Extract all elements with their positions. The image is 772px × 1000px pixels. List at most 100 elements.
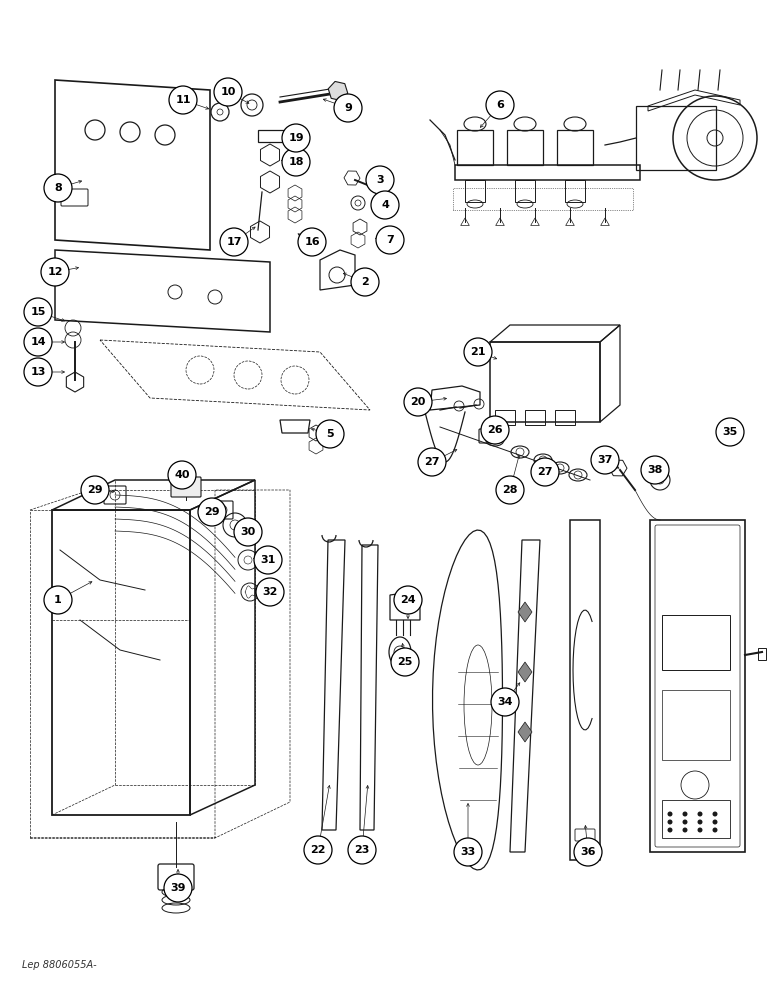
Text: 1: 1	[54, 595, 62, 605]
Circle shape	[298, 228, 326, 256]
Circle shape	[44, 174, 72, 202]
Text: 3: 3	[376, 175, 384, 185]
Circle shape	[454, 838, 482, 866]
Circle shape	[24, 298, 52, 326]
Circle shape	[697, 812, 703, 816]
Circle shape	[44, 586, 72, 614]
Circle shape	[316, 420, 344, 448]
Text: 13: 13	[30, 367, 46, 377]
Circle shape	[481, 416, 509, 444]
Circle shape	[713, 820, 717, 824]
Text: 32: 32	[262, 587, 278, 597]
Circle shape	[591, 446, 619, 474]
Text: 33: 33	[460, 847, 476, 857]
Circle shape	[214, 78, 242, 106]
Text: 23: 23	[354, 845, 370, 855]
Circle shape	[304, 836, 332, 864]
Text: 9: 9	[344, 103, 352, 113]
Circle shape	[164, 874, 192, 902]
Circle shape	[713, 828, 717, 832]
Circle shape	[682, 812, 688, 816]
Text: 38: 38	[647, 465, 662, 475]
Circle shape	[574, 838, 602, 866]
FancyBboxPatch shape	[171, 477, 201, 497]
Circle shape	[391, 648, 419, 676]
Text: 26: 26	[487, 425, 503, 435]
Text: 39: 39	[171, 883, 186, 893]
Circle shape	[418, 448, 446, 476]
Text: 12: 12	[47, 267, 63, 277]
Text: 6: 6	[496, 100, 504, 110]
Text: 29: 29	[87, 485, 103, 495]
Circle shape	[464, 338, 492, 366]
Polygon shape	[518, 722, 532, 742]
Text: 36: 36	[581, 847, 596, 857]
Circle shape	[254, 546, 282, 574]
Circle shape	[376, 226, 404, 254]
Circle shape	[334, 94, 362, 122]
Circle shape	[169, 86, 197, 114]
Text: 40: 40	[174, 470, 190, 480]
Text: 20: 20	[410, 397, 425, 407]
Text: 37: 37	[598, 455, 613, 465]
Circle shape	[404, 388, 432, 416]
Circle shape	[41, 258, 69, 286]
Circle shape	[282, 148, 310, 176]
Text: 11: 11	[175, 95, 191, 105]
Text: 5: 5	[327, 429, 334, 439]
Circle shape	[168, 461, 196, 489]
Circle shape	[716, 418, 744, 446]
Text: 21: 21	[470, 347, 486, 357]
Circle shape	[697, 820, 703, 824]
Circle shape	[256, 578, 284, 606]
Text: 4: 4	[381, 200, 389, 210]
Circle shape	[348, 836, 376, 864]
Text: 18: 18	[288, 157, 303, 167]
Circle shape	[668, 828, 672, 832]
Circle shape	[371, 191, 399, 219]
Text: 35: 35	[723, 427, 737, 437]
Text: 8: 8	[54, 183, 62, 193]
Circle shape	[491, 688, 519, 716]
Circle shape	[24, 328, 52, 356]
Circle shape	[713, 812, 717, 816]
Text: 17: 17	[226, 237, 242, 247]
Circle shape	[697, 828, 703, 832]
Circle shape	[220, 228, 248, 256]
Circle shape	[668, 812, 672, 816]
Text: 7: 7	[386, 235, 394, 245]
Circle shape	[282, 124, 310, 152]
Polygon shape	[518, 662, 532, 682]
Circle shape	[234, 518, 262, 546]
Polygon shape	[518, 602, 532, 622]
Text: 28: 28	[503, 485, 518, 495]
Text: 27: 27	[537, 467, 553, 477]
Text: 29: 29	[204, 507, 220, 517]
Circle shape	[81, 476, 109, 504]
Circle shape	[531, 458, 559, 486]
Circle shape	[394, 586, 422, 614]
Circle shape	[351, 268, 379, 296]
Text: 14: 14	[30, 337, 46, 347]
Circle shape	[668, 820, 672, 824]
Text: Lep 8806055A-: Lep 8806055A-	[22, 960, 96, 970]
Text: 24: 24	[400, 595, 416, 605]
Text: 19: 19	[288, 133, 304, 143]
Circle shape	[496, 476, 524, 504]
Text: 31: 31	[260, 555, 276, 565]
Text: 15: 15	[30, 307, 46, 317]
Text: 22: 22	[310, 845, 326, 855]
Circle shape	[682, 820, 688, 824]
Text: 10: 10	[220, 87, 235, 97]
Text: 16: 16	[304, 237, 320, 247]
Circle shape	[366, 166, 394, 194]
Circle shape	[24, 358, 52, 386]
Circle shape	[198, 498, 226, 526]
Circle shape	[641, 456, 669, 484]
Circle shape	[486, 91, 514, 119]
Text: 25: 25	[398, 657, 413, 667]
Text: 34: 34	[497, 697, 513, 707]
Text: 2: 2	[361, 277, 369, 287]
Text: 27: 27	[425, 457, 440, 467]
Text: 30: 30	[240, 527, 256, 537]
